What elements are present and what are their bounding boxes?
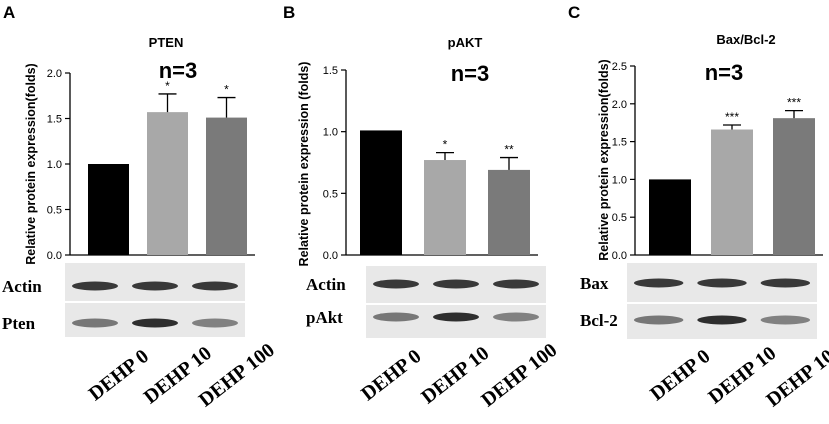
y-tick-label: 2.0 (47, 68, 62, 80)
blot-band (72, 318, 118, 328)
blot-band (634, 315, 684, 325)
y-tick-label: 2.5 (612, 61, 627, 73)
blot-row-label: pAkt (306, 308, 343, 327)
y-axis-label: Relative protein expression(folds) (24, 63, 38, 264)
y-tick-label: 0.0 (323, 250, 338, 262)
y-tick-label: 0.5 (612, 212, 627, 224)
sample-size-annotation: n=3 (705, 60, 744, 85)
bar-dehp-100 (773, 118, 815, 255)
blot-band (192, 318, 238, 328)
blot-band (373, 312, 419, 322)
blot-band (760, 315, 810, 325)
x-category-label: DEHP 0 (357, 345, 425, 405)
blot-band (697, 315, 747, 325)
bar-dehp-100 (206, 117, 247, 255)
blot-row-label: Actin (306, 275, 346, 294)
y-tick-label: 1.5 (612, 137, 627, 149)
x-category-label: DEHP 100 (477, 339, 561, 411)
panel-letter: B (283, 3, 295, 22)
bar-dehp-0 (88, 164, 129, 255)
y-tick-label: 2.0 (612, 99, 627, 111)
blot-band (373, 279, 419, 289)
panel-A: A PTEN n=3 Relative protein expression(fold… (2, 3, 279, 411)
western-blot-image (366, 266, 546, 338)
panel-letter: A (3, 3, 15, 22)
western-blot-image (627, 263, 817, 339)
chart-title: pAKT (448, 35, 483, 50)
panel-C: C Bax/Bcl-2 n=3 Relative protein expression… (568, 3, 829, 411)
blot-band (192, 281, 238, 291)
blot-row-label: Bax (580, 274, 609, 293)
bar-dehp-10 (424, 160, 466, 255)
bar-dehp-0 (649, 179, 691, 255)
x-category-label: DEHP 0 (646, 345, 714, 405)
bar-dehp-100 (488, 169, 530, 255)
y-tick-label: 1.5 (47, 114, 62, 126)
blot-row-label: Actin (2, 277, 42, 296)
bar-dehp-10 (147, 112, 188, 255)
blot-band (493, 279, 539, 289)
y-tick-label: 1.0 (323, 127, 338, 139)
y-tick-label: 0.0 (612, 250, 627, 262)
blot-band (493, 312, 539, 322)
y-axis-label: Relative protein expression (folds) (297, 62, 311, 267)
y-tick-label: 0.5 (47, 205, 62, 217)
blot-band (132, 318, 178, 328)
chart-title: PTEN (149, 35, 184, 50)
bar-dehp-0 (360, 130, 402, 255)
y-tick-label: 1.0 (47, 159, 62, 171)
significance-marker: *** (787, 96, 801, 110)
y-tick-label: 1.5 (323, 65, 338, 77)
y-tick-label: 0.0 (47, 250, 62, 262)
blot-band (760, 278, 810, 288)
significance-marker: *** (725, 110, 739, 124)
y-tick-label: 1.0 (612, 174, 627, 186)
sample-size-annotation: n=3 (451, 61, 490, 86)
bar-dehp-10 (711, 129, 753, 255)
sample-size-annotation: n=3 (159, 58, 198, 83)
chart-title: Bax/Bcl-2 (716, 32, 775, 47)
significance-marker: * (224, 83, 229, 97)
significance-marker: * (165, 79, 170, 93)
blot-band (634, 278, 684, 288)
blot-row-label: Bcl-2 (580, 311, 618, 330)
blot-band (433, 312, 479, 322)
blot-row-label: Pten (2, 314, 36, 333)
y-tick-label: 0.5 (323, 188, 338, 200)
y-axis-label: Relative protein expression(folds) (597, 59, 611, 260)
blot-band (132, 281, 178, 291)
significance-marker: * (443, 138, 448, 152)
blot-band (697, 278, 747, 288)
significance-marker: ** (504, 143, 514, 157)
panel-letter: C (568, 3, 580, 22)
blot-band (72, 281, 118, 291)
blot-band (433, 279, 479, 289)
